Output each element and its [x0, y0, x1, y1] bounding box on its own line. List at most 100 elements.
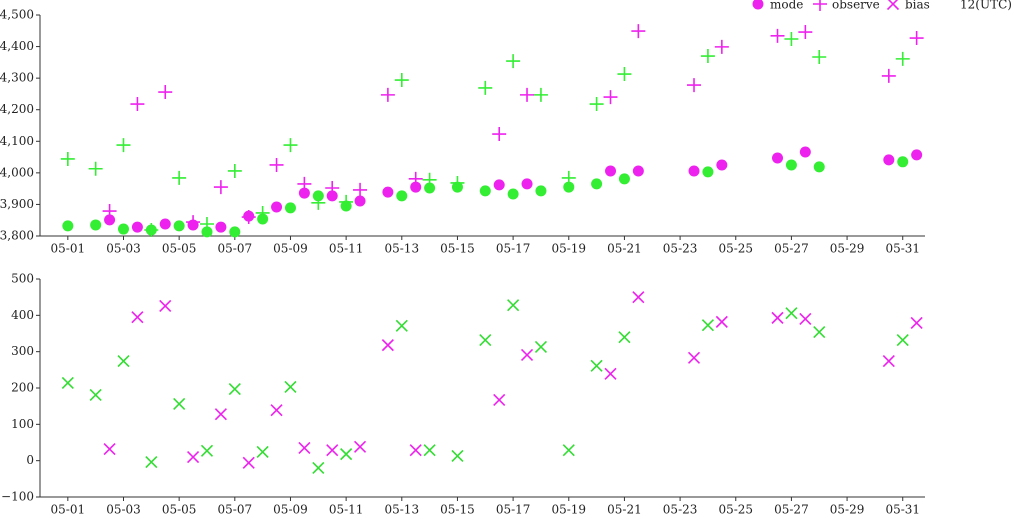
point — [881, 68, 896, 83]
point — [882, 355, 895, 368]
point — [813, 161, 825, 173]
point — [158, 85, 173, 100]
point — [312, 461, 325, 474]
point — [396, 190, 408, 202]
point — [771, 311, 784, 324]
x-tick-label: 05-13 — [384, 242, 419, 256]
x-tick-label: 05-17 — [496, 242, 531, 256]
point — [798, 25, 813, 40]
point — [173, 220, 185, 232]
point — [104, 214, 116, 226]
y-tick-label: 0 — [26, 453, 34, 467]
point — [353, 440, 367, 453]
x-tick-label: 05-21 — [607, 503, 642, 517]
point — [784, 31, 799, 46]
point — [227, 163, 242, 178]
x-tick-label: 05-15 — [440, 242, 475, 256]
y-tick-label: 24,200 — [0, 102, 34, 116]
point — [701, 319, 714, 332]
point — [117, 355, 130, 368]
point — [284, 202, 296, 214]
point — [116, 138, 131, 153]
x-tick-label: 05-09 — [273, 242, 308, 256]
x-tick-label: 05-03 — [106, 503, 141, 517]
x-tick-label: 05-13 — [384, 503, 419, 517]
point — [270, 404, 283, 417]
point — [423, 444, 436, 457]
point — [229, 226, 241, 238]
point — [451, 449, 464, 463]
x-tick-label: 05-31 — [885, 503, 920, 517]
point — [145, 456, 158, 469]
point — [117, 223, 129, 235]
point — [61, 376, 74, 389]
x-tick-label: 05-11 — [329, 242, 364, 256]
x-tick-label: 05-23 — [663, 242, 698, 256]
point — [90, 219, 102, 231]
point — [520, 348, 534, 362]
point — [199, 217, 214, 232]
x-tick-label: 05-01 — [51, 242, 86, 256]
point — [60, 151, 75, 166]
point — [340, 448, 353, 461]
point — [339, 194, 354, 209]
point — [563, 181, 575, 193]
point — [785, 307, 798, 320]
point — [173, 397, 186, 411]
point — [410, 181, 422, 193]
point — [256, 445, 269, 459]
point — [187, 450, 200, 464]
point — [450, 175, 465, 190]
point — [897, 156, 909, 168]
point — [311, 195, 326, 210]
point — [186, 215, 201, 230]
point — [715, 315, 728, 328]
point — [591, 178, 603, 190]
x-tick-label: 05-17 — [496, 503, 531, 517]
point — [88, 161, 103, 176]
point — [479, 185, 491, 197]
point — [617, 67, 632, 82]
point — [493, 393, 506, 407]
point — [102, 204, 117, 219]
x-tick-label: 05-31 — [885, 242, 920, 256]
point — [799, 146, 811, 158]
point — [144, 223, 159, 238]
point — [714, 39, 729, 54]
point — [201, 226, 213, 238]
point — [618, 331, 631, 344]
point — [589, 97, 604, 112]
point — [561, 170, 576, 185]
point — [298, 441, 311, 455]
x-tick-label: 05-29 — [830, 503, 865, 517]
point — [380, 87, 395, 102]
y-tick-label: −100 — [1, 490, 34, 504]
point — [424, 182, 436, 194]
point — [895, 51, 910, 66]
point — [200, 444, 214, 457]
point — [604, 367, 617, 380]
point — [687, 78, 702, 93]
point — [590, 359, 603, 372]
point — [354, 195, 366, 207]
point — [535, 185, 547, 197]
x-tick-label: 05-05 — [162, 503, 197, 517]
point — [159, 218, 171, 230]
x-tick-label: 05-05 — [162, 242, 197, 256]
point — [772, 152, 783, 164]
point — [533, 87, 548, 102]
point — [297, 176, 312, 191]
point — [700, 49, 715, 64]
point — [896, 333, 909, 347]
point — [911, 149, 923, 161]
point — [534, 340, 548, 354]
y-tick-label: 24,500 — [0, 8, 34, 22]
x-tick-label: 05-23 — [663, 503, 698, 517]
point — [909, 31, 924, 46]
point — [62, 220, 74, 232]
point — [478, 80, 493, 95]
point — [799, 312, 812, 326]
point — [409, 444, 422, 457]
point — [408, 171, 423, 186]
x-tick-label: 05-09 — [273, 503, 308, 517]
